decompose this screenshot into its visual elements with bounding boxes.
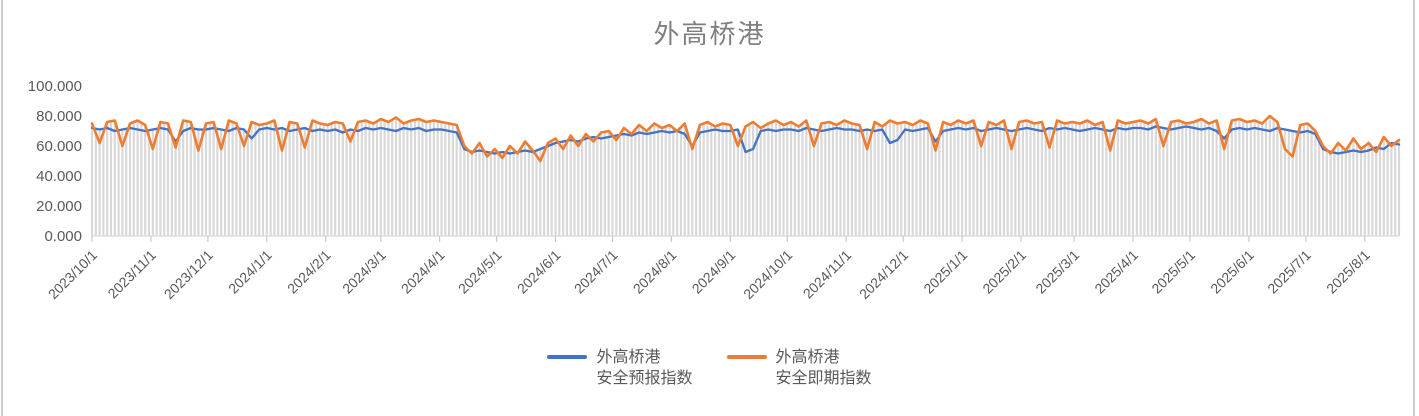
x-tick-label: 2024/3/1 [339,247,389,297]
x-tick-label: 2024/9/1 [689,247,739,297]
legend-label-spot: 外高桥港 安全即期指数 [776,347,872,389]
x-tick-label: 2023/10/1 [45,247,101,303]
y-tick-label: 40.000 [36,168,82,185]
x-tick-label: 2025/6/1 [1207,247,1257,297]
y-tick-label: 100.000 [28,78,82,95]
legend-label-spot-line2: 安全即期指数 [775,370,872,387]
x-tick-label: 2025/2/1 [979,247,1029,297]
chart-title: 外高桥港 [653,19,766,49]
x-tick-label: 2023/12/1 [161,247,217,303]
x-tick-label: 2024/1/1 [225,247,275,297]
legend-label-forecast-line1: 外高桥港 [596,349,661,366]
x-tick-label: 2024/10/1 [740,247,796,303]
x-tick-label: 2025/1/1 [920,247,970,297]
x-tick-label: 2024/11/1 [800,247,855,302]
x-tick-label: 2025/3/1 [1032,247,1082,297]
y-tick-label: 20.000 [36,198,82,215]
x-tick-label: 2024/8/1 [630,247,680,297]
legend-label-forecast: 外高桥港 安全预报指数 [596,347,692,389]
chart-canvas: 2023/10/1 2023/11/1 2023/12/1 2024/1/1 2024/… [28,78,1401,303]
worksheet-gridline-left [1,0,3,416]
legend-swatch-spot-line [726,355,767,359]
x-tick-label: 2025/8/1 [1323,247,1373,297]
y-tick-label: 80.000 [36,108,82,125]
x-tick-label: 2024/7/1 [571,247,621,297]
x-tick-label: 2024/12/1 [856,247,912,303]
legend-label-spot-line1: 外高桥港 [775,349,840,366]
x-tick-label: 2024/2/1 [284,247,334,297]
legend-swatch-forecast-line [547,355,588,359]
legend-item-spot: 外高桥港 安全即期指数 [726,347,872,389]
x-tick-label: 2024/5/1 [455,247,505,297]
y-tick-label: 0.000 [44,228,82,245]
x-tick-label: 2024/4/1 [398,247,448,297]
x-tick-label: 2024/6/1 [514,247,564,297]
x-tick-label: 2025/4/1 [1091,247,1141,297]
legend: 外高桥港 安全预报指数 外高桥港 安全即期指数 [0,347,1419,389]
x-tick-label: 2025/5/1 [1148,247,1198,297]
legend-label-forecast-line2: 安全预报指数 [596,370,693,387]
legend-item-forecast: 外高桥港 安全预报指数 [547,347,693,389]
x-tick-label: 2023/11/1 [104,247,159,302]
y-tick-label: 60.000 [36,138,82,155]
x-tick-label: 2025/7/1 [1264,247,1314,297]
worksheet-gridline-right [1413,0,1415,416]
series-spot-line [90,114,1401,163]
